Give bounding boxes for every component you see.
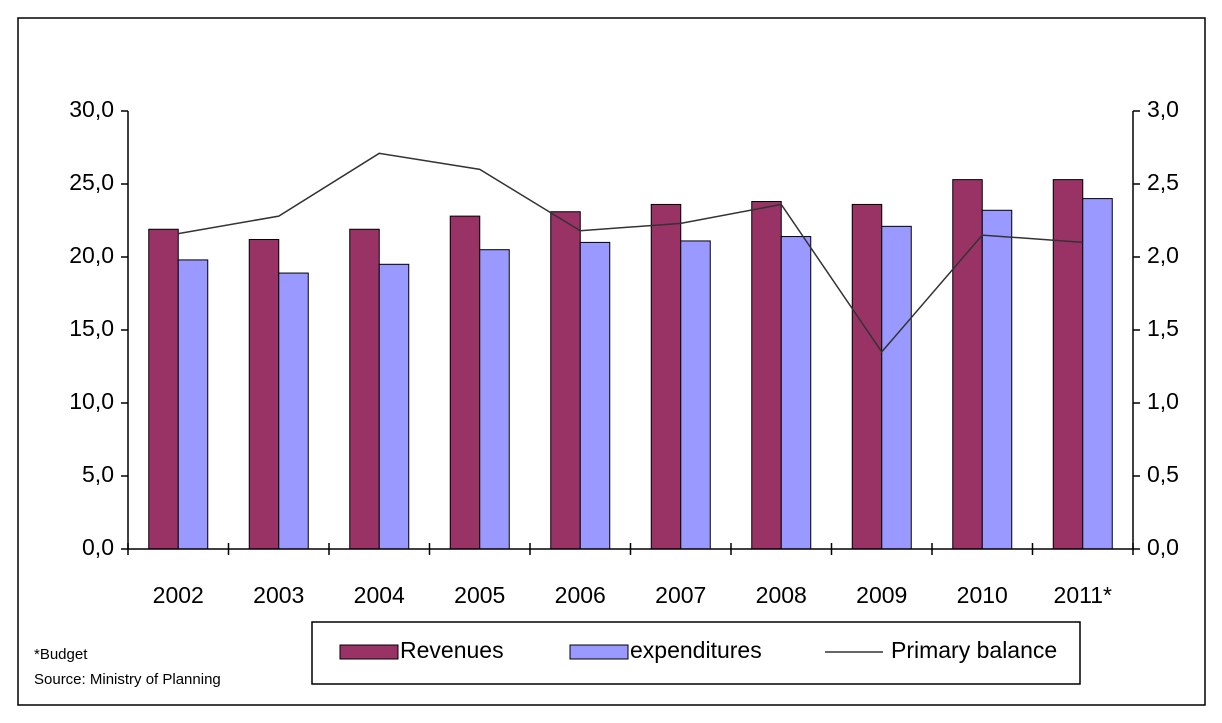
note: Source: Ministry of Planning: [34, 671, 221, 688]
bar: [278, 272, 309, 550]
bar: [1082, 198, 1113, 550]
y-tick-label: 20,0: [69, 242, 114, 268]
y-tick-label: 10,0: [69, 388, 114, 414]
y-tick-label: 25,0: [69, 169, 114, 195]
x-tick-label: 2011*: [1054, 582, 1112, 608]
bar: [378, 263, 410, 550]
y-tick-label: 15,0: [69, 315, 114, 341]
y2-tick-label: 3,0: [1147, 96, 1179, 122]
bar: [550, 211, 581, 550]
y2-tick-label: 0,0: [1147, 534, 1179, 560]
x-tick-label: 2008: [756, 582, 807, 608]
bar: [780, 236, 812, 550]
legend-swatch: [569, 644, 629, 660]
y-tick-label: 30,0: [69, 96, 114, 122]
bar: [981, 209, 1013, 550]
x-tick-label: 2004: [354, 582, 405, 608]
y2-tick-label: 2,0: [1147, 242, 1179, 268]
bar: [851, 203, 883, 550]
bar: [952, 179, 983, 550]
legend-label: Revenues: [400, 637, 504, 663]
y2-tick-label: 1,5: [1147, 315, 1179, 341]
bar: [881, 225, 912, 550]
legend-label: expenditures: [630, 637, 762, 663]
x-tick-label: 2007: [655, 582, 706, 608]
y2-tick-label: 2,5: [1147, 169, 1179, 195]
bar: [177, 259, 209, 550]
legend: [311, 621, 1081, 685]
bar: [349, 228, 380, 550]
y-tick-label: 5,0: [82, 461, 114, 487]
bar: [650, 203, 682, 550]
bar: [680, 240, 711, 550]
y2-tick-label: 1,0: [1147, 388, 1179, 414]
y-tick-label: 0,0: [82, 534, 114, 560]
bar: [579, 241, 611, 550]
x-tick-label: 2009: [856, 582, 907, 608]
bar: [751, 201, 782, 550]
note: *Budget: [34, 646, 88, 663]
y2-tick-label: 0,5: [1147, 461, 1179, 487]
x-tick-label: 2002: [153, 582, 204, 608]
bar: [248, 238, 280, 550]
x-tick-label: 2010: [957, 582, 1008, 608]
legend-swatch: [339, 644, 399, 660]
legend-label: Primary balance: [891, 637, 1057, 663]
x-tick-label: 2005: [454, 582, 505, 608]
bar: [148, 228, 179, 550]
bar: [479, 249, 510, 550]
x-tick-label: 2006: [555, 582, 606, 608]
bar: [449, 215, 481, 550]
x-tick-label: 2003: [253, 582, 304, 608]
line: [178, 152, 1083, 354]
bar: [1052, 179, 1084, 550]
